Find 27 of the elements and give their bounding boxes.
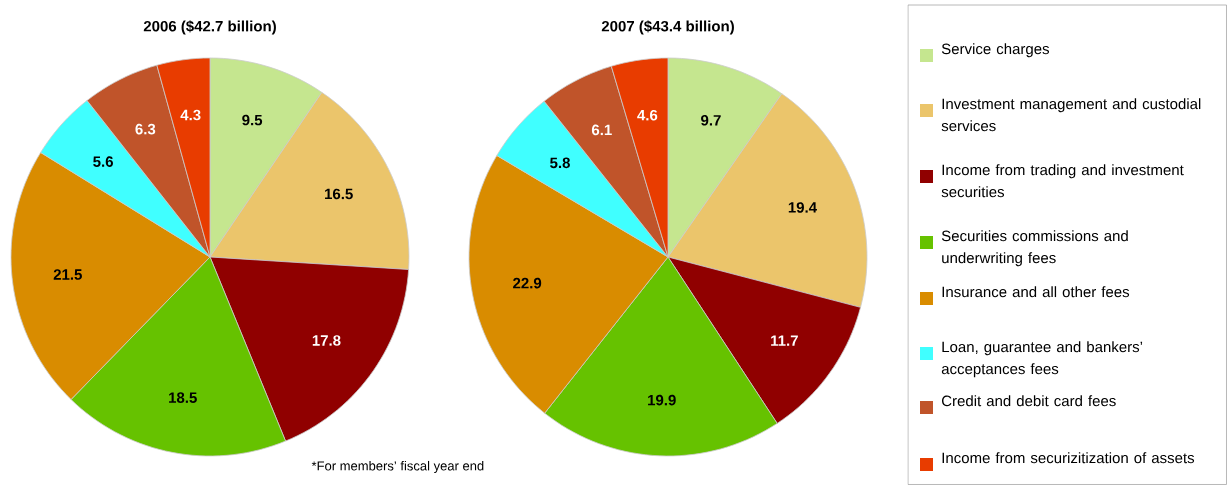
data-label: 9.5 (242, 114, 263, 126)
slice-label: 2006 ($42.7 billion) (143, 20, 276, 35)
data-label: 9.7 (701, 114, 721, 126)
data-label: 19.4 (788, 202, 817, 213)
legend-label: Credit and debit card fees (941, 395, 1116, 407)
text: *For members’ fiscal year end (311, 460, 484, 474)
data-label: 5.6 (93, 156, 113, 167)
data-label: 4.6 (637, 109, 658, 121)
data-label: 4.3 (180, 109, 201, 121)
legend-label: Income from trading and investment securities (941, 164, 1184, 198)
data-label: 6.1 (591, 124, 612, 136)
data-label: 21.5 (53, 269, 82, 280)
legend-label: Insurance and all other fees (942, 286, 1130, 298)
legend-label: Income from securizitization of assets (942, 452, 1195, 464)
slice-label: 2007 ($43.4 billion) (601, 20, 734, 35)
data-label: 22.9 (513, 277, 542, 289)
legend-label: Securities commissions and underwriting fees (941, 230, 1128, 267)
data-label: 11.7 (771, 335, 798, 346)
data-label: 5.8 (550, 157, 570, 169)
data-label: 16.5 (325, 188, 353, 200)
legend-label: Service charges (941, 43, 1050, 58)
data-label: 6.3 (135, 123, 156, 135)
data-label: 17.8 (312, 335, 341, 346)
data-label: 19.9 (648, 394, 676, 406)
legend-label: Investment management and custodial services (941, 98, 1201, 132)
legend-label: Loan, guarantee and bankers’ acceptances fees (941, 341, 1143, 378)
data-label: 18.5 (169, 392, 197, 403)
